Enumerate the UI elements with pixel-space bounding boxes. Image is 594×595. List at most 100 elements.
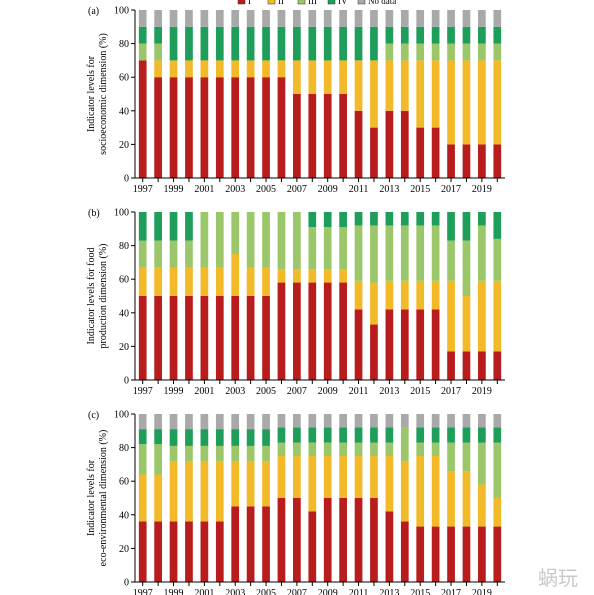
bar-segment-ii-2016 — [431, 60, 440, 128]
bar-segment-i-2002 — [215, 521, 224, 582]
bar-segment-iv-2016 — [431, 212, 440, 226]
bar-segment-i-2013 — [385, 110, 394, 178]
bar-segment-no-data-2003 — [231, 414, 240, 430]
x-tick-label: 1997 — [133, 588, 153, 595]
bar-segment-iii-2018 — [462, 442, 471, 472]
bar-segment-ii-2009 — [323, 60, 332, 94]
legend-label: No data — [368, 0, 396, 6]
panel-3: 0 20 40 60 80 100 1997 1999 2001 2003 2005 2007 2009… — [86, 410, 505, 595]
bar-segment-no-data-2010 — [339, 414, 347, 428]
x-tick-label: 2015 — [410, 386, 430, 397]
bar-segment-no-data-2002 — [215, 10, 224, 27]
bar-segment-iii-2019 — [478, 43, 486, 61]
bar-segment-iv-2010 — [339, 212, 347, 228]
bar-segment-iii-2018 — [462, 43, 471, 61]
bar-segment-ii-2012 — [370, 282, 378, 325]
bar-segment-no-data-2014 — [400, 10, 409, 27]
bar-segment-no-data-2000 — [185, 10, 193, 27]
y-axis-label: Indicator levels for — [86, 55, 97, 132]
bar-segment-iv-2005 — [262, 429, 270, 446]
bar-segment-iv-2011 — [354, 427, 363, 443]
y-tick-label: 0 — [124, 578, 129, 589]
bar-segment-ii-2005 — [262, 461, 270, 507]
bar-segment-iii-2003 — [231, 445, 240, 462]
bar-segment-no-data-2017 — [447, 10, 455, 27]
bar-segment-no-data-2005 — [262, 10, 270, 27]
bar-segment-iii-2014 — [400, 427, 409, 462]
bar-segment-iv-2001 — [200, 26, 209, 61]
x-tick-label: 2001 — [194, 184, 214, 195]
bar-segment-i-2007 — [293, 282, 301, 380]
bar-segment-ii-2002 — [215, 267, 224, 296]
bar-segment-iv-2008 — [308, 427, 317, 443]
bar-segment-iv-2010 — [339, 427, 347, 443]
bar-segment-iv-2000 — [185, 26, 193, 61]
bar-segment-no-data-1998 — [154, 414, 162, 430]
bar-segment-ii-2014 — [400, 60, 409, 111]
bar-segment-ii-2017 — [447, 471, 455, 527]
bar-segment-iv-2008 — [308, 212, 317, 228]
bar-segment-i-1999 — [169, 77, 178, 178]
bar-segment-no-data-2007 — [293, 10, 301, 27]
bar-segment-iii-2015 — [416, 225, 425, 281]
bar-segment-iii-2005 — [262, 212, 270, 268]
bar-segment-iii-2001 — [200, 212, 209, 268]
y-axis-label: eco-environmental dimension (%) — [98, 430, 109, 567]
bar-segment-i-2010 — [339, 498, 347, 582]
bar-segment-i-2009 — [323, 94, 332, 178]
bar-segment-i-2013 — [385, 511, 394, 582]
bar-segment-iii-2020 — [493, 442, 502, 498]
bar-segment-ii-2000 — [185, 267, 193, 296]
bar-segment-iv-2011 — [354, 26, 363, 61]
bar-segment-iii-2000 — [185, 240, 193, 268]
bar-segment-iii-1998 — [154, 444, 162, 475]
bar-segment-i-2017 — [447, 144, 455, 178]
bar-segment-i-2004 — [246, 296, 255, 380]
y-axis-label: Indicator levels for food — [86, 248, 97, 345]
legend-swatch — [237, 0, 246, 5]
bar-segment-iv-2013 — [385, 26, 394, 44]
bar-segment-iii-1998 — [154, 240, 162, 268]
bar-segment-iv-1998 — [154, 212, 162, 241]
y-axis-label: production dimension (%) — [98, 244, 109, 349]
legend-label: IV — [338, 0, 348, 6]
bar-segment-ii-2015 — [416, 60, 425, 128]
bar-segment-i-2015 — [416, 526, 425, 582]
bar-segment-ii-2018 — [462, 60, 471, 145]
bar-segment-iii-2018 — [462, 240, 471, 296]
x-tick-label: 2019 — [472, 184, 492, 195]
bar-segment-iv-2007 — [293, 427, 301, 443]
bar-segment-i-2014 — [400, 309, 409, 380]
bar-segment-i-2010 — [339, 94, 347, 178]
bar-segment-i-2006 — [277, 77, 286, 178]
panel-label: (c) — [88, 410, 99, 421]
x-tick-label: 2007 — [287, 588, 307, 595]
bar-segment-no-data-2015 — [416, 10, 425, 27]
y-tick-label: 20 — [119, 544, 129, 555]
y-tick-label: 60 — [119, 477, 129, 488]
bar-segment-ii-2009 — [323, 269, 332, 283]
x-tick-label: 2003 — [225, 184, 245, 195]
bar-segment-ii-2008 — [308, 269, 317, 283]
y-axis-label: Indicator levels for — [86, 459, 97, 536]
bar-segment-iii-2012 — [370, 442, 378, 456]
bar-segment-ii-2020 — [493, 60, 502, 145]
bar-segment-ii-2001 — [200, 461, 209, 522]
bar-segment-iii-2008 — [308, 442, 317, 456]
bar-segment-no-data-2006 — [277, 414, 286, 428]
bar-segment-i-2018 — [462, 144, 471, 178]
bar-segment-iii-2015 — [416, 43, 425, 61]
bar-segment-ii-2019 — [478, 484, 486, 527]
x-tick-label: 1999 — [164, 386, 184, 397]
bar-segment-no-data-1997 — [138, 10, 147, 27]
bar-segment-iv-2006 — [277, 427, 286, 443]
bar-segment-ii-2006 — [277, 269, 286, 283]
bar-segment-no-data-2005 — [262, 414, 270, 430]
legend-label: II — [278, 0, 284, 6]
bar-segment-iv-2019 — [478, 212, 486, 226]
bar-segment-no-data-2008 — [308, 10, 317, 27]
legend: I II III IV No data — [237, 0, 396, 6]
x-tick-label: 2011 — [349, 386, 369, 397]
bar-segment-ii-2017 — [447, 280, 455, 352]
bar-segment-ii-1997 — [138, 267, 147, 296]
